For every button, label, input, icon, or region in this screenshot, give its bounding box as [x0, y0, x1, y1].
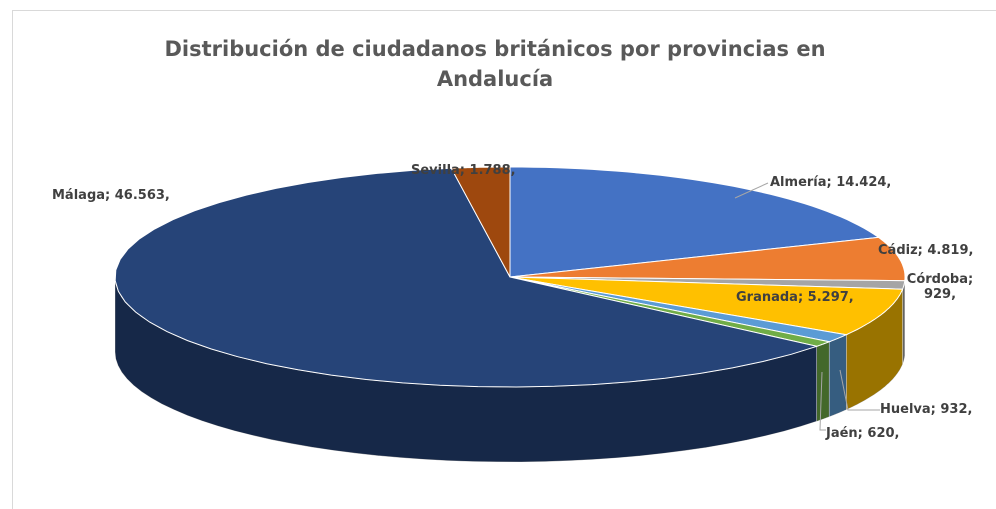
slice — [450, 166, 511, 278]
data-label: Córdoba; 929, — [906, 272, 974, 302]
data-label: Málaga; 46.563, — [52, 188, 170, 203]
slice-side-shade — [829, 334, 847, 417]
data-label: Huelva; 932, — [880, 402, 973, 417]
data-label: Cádiz; 4.819, — [878, 243, 974, 258]
slice-side-shade — [816, 341, 830, 422]
data-label: Granada; 5.297, — [736, 290, 854, 305]
chart-title: Distribución de ciudadanos británicos po… — [164, 37, 826, 91]
data-label: Sevilla; 1.788, — [411, 163, 516, 178]
slice — [509, 276, 848, 343]
leader-line — [819, 371, 826, 431]
data-label: Almería; 14.424, — [770, 175, 892, 190]
data-label: Jaén; 620, — [826, 426, 900, 441]
chart-frame — [12, 10, 996, 509]
slice-side-shade — [115, 277, 817, 462]
leader-line — [734, 182, 769, 199]
slice — [509, 276, 832, 347]
leader-line — [839, 369, 880, 411]
slice-side-shade — [902, 280, 905, 365]
slice — [509, 166, 880, 278]
slice — [509, 276, 904, 336]
slice — [509, 236, 906, 282]
slice-side-shade — [846, 289, 903, 410]
slice — [114, 167, 819, 388]
